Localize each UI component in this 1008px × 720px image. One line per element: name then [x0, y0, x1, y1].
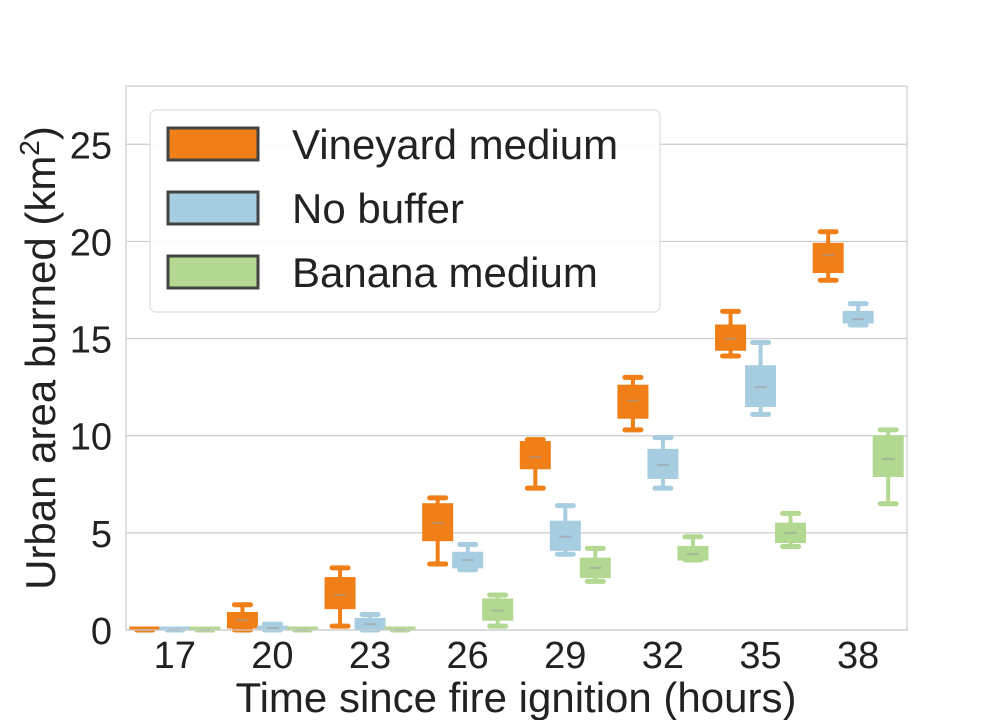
box: [775, 510, 807, 549]
iqr-box: [872, 435, 904, 478]
y-tick-label: 10: [70, 417, 112, 459]
iqr-box: [812, 242, 844, 274]
y-axis-label: Urban area burned (km2): [14, 126, 64, 590]
x-tick-label: 17: [154, 635, 196, 677]
legend-frame: [149, 109, 661, 313]
y-axis-label-main: Urban area burned (km: [17, 156, 64, 590]
legend-label: Vineyard medium: [292, 121, 618, 168]
box: [812, 229, 844, 283]
x-tick-label: 26: [447, 635, 489, 677]
y-tick-label: 15: [70, 320, 112, 362]
box: [872, 427, 904, 507]
legend-label: No buffer: [292, 185, 464, 232]
x-tick-label: 38: [837, 635, 879, 677]
box: [617, 374, 649, 433]
legend-swatch: [166, 190, 260, 226]
x-tick-label: 32: [642, 635, 684, 677]
iqr-box: [842, 310, 874, 324]
y-tick-label: 20: [70, 222, 112, 264]
x-tick-label: 29: [544, 635, 586, 677]
box: [677, 534, 709, 563]
y-tick-label: 25: [70, 125, 112, 167]
iqr-box: [519, 441, 551, 470]
box: [715, 308, 747, 359]
x-axis-label: Time since fire ignition (hours): [236, 674, 797, 720]
y-tick-labels: 0 5 10 15 20 25: [70, 125, 112, 653]
y-tick-label: 5: [91, 514, 112, 556]
iqr-box: [324, 577, 356, 610]
box: [549, 503, 581, 557]
series-banana-medium: [189, 427, 904, 633]
box: [482, 592, 514, 629]
y-axis-label-close: ): [17, 126, 64, 140]
x-tick-label: 20: [251, 635, 293, 677]
x-tick-label: 23: [349, 635, 391, 677]
plot-frame: [125, 85, 908, 631]
box: [519, 437, 551, 491]
box: [422, 495, 454, 567]
legend-swatch: [166, 254, 260, 290]
x-tick-labels: 17 20 23 26 29 32 35 38: [154, 635, 880, 677]
y-tick-label: 0: [91, 611, 112, 653]
box: [452, 542, 484, 573]
box: [324, 565, 356, 629]
legend-swatch: [166, 126, 260, 162]
box: [842, 301, 874, 328]
box: [579, 545, 611, 584]
legend: Vineyard medium No buffer Banana medium: [149, 109, 661, 313]
box: [745, 339, 777, 417]
legend-label: Banana medium: [292, 249, 598, 296]
box: [647, 435, 679, 491]
x-tick-label: 35: [739, 635, 781, 677]
y-axis-label-superscript: 2: [14, 140, 45, 156]
